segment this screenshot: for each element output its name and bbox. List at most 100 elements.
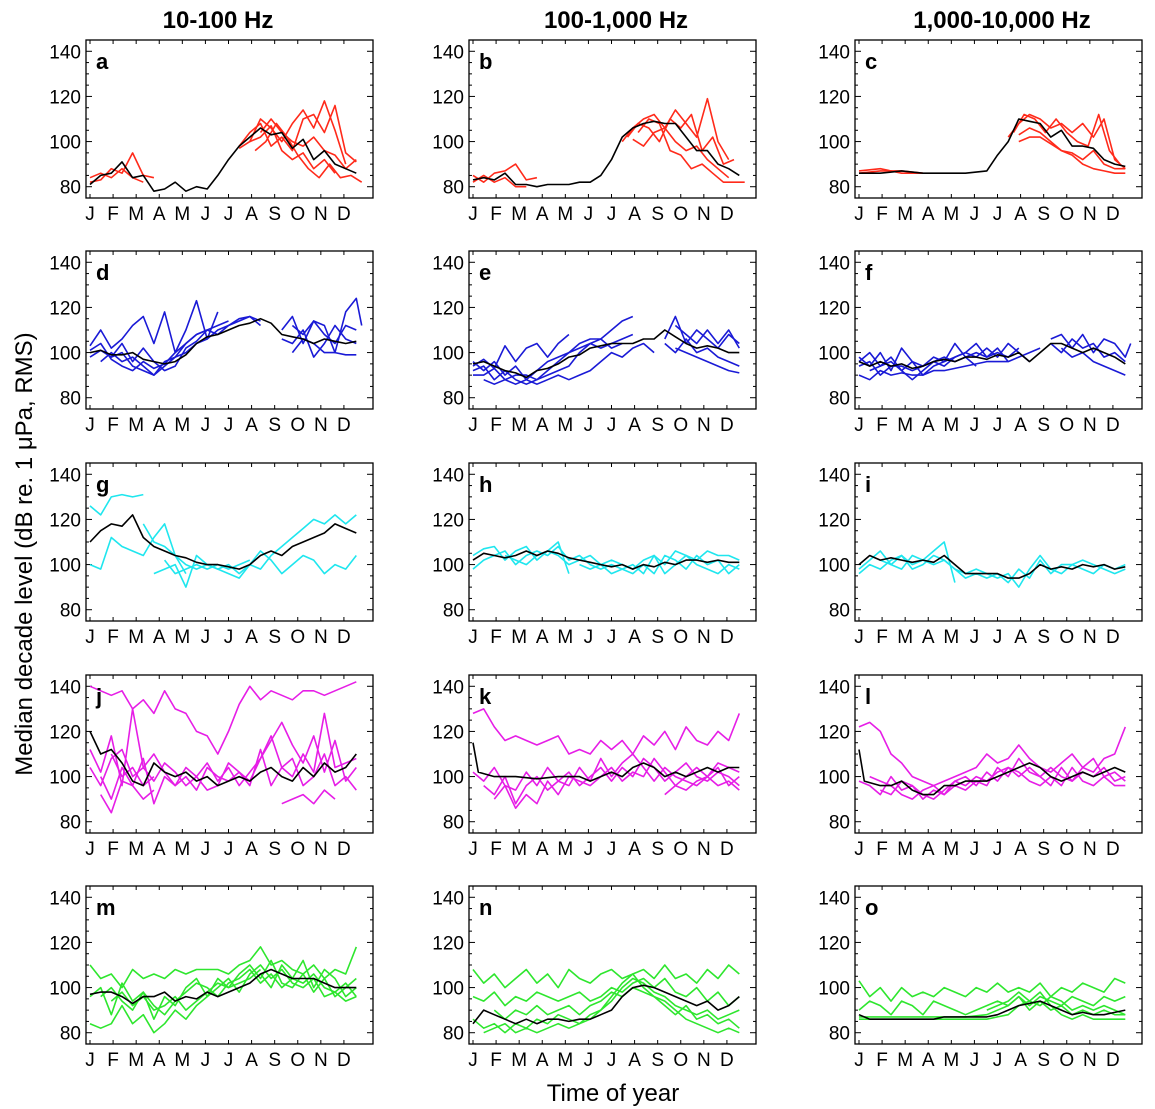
month-tick-label: J <box>970 415 980 436</box>
series-line-6 <box>1050 333 1132 358</box>
panel-letter: h <box>479 472 492 497</box>
series-line-5 <box>110 329 208 376</box>
y-tick-label: 100 <box>432 979 464 1000</box>
median-line <box>858 554 1126 579</box>
month-tick-label: F <box>490 415 502 436</box>
series-line-1 <box>858 977 1126 1002</box>
y-tick-label: 80 <box>443 1024 464 1045</box>
month-tick-label: N <box>1083 839 1097 860</box>
month-tick-label: M <box>943 204 959 225</box>
y-tick-label: 100 <box>49 979 81 1000</box>
series-line-1 <box>89 493 144 516</box>
panel-frame <box>854 462 1143 622</box>
month-tick-label: M <box>128 415 144 436</box>
month-tick-label: J <box>993 1050 1003 1071</box>
median-line <box>472 329 740 379</box>
series-line-8 <box>674 324 740 349</box>
month-tick-label: N <box>697 627 711 648</box>
y-tick-label: 120 <box>49 510 81 531</box>
panel-letter: b <box>479 49 492 74</box>
month-tick-label: F <box>490 839 502 860</box>
panel-letter: j <box>95 684 102 709</box>
month-tick-label: S <box>268 1050 281 1071</box>
series-group <box>858 721 1127 800</box>
month-tick-label: M <box>557 1050 573 1071</box>
month-tick-label: F <box>107 415 119 436</box>
series-line-1 <box>858 541 956 583</box>
panel-frame <box>468 462 757 622</box>
month-tick-label: J <box>584 1050 594 1071</box>
series-line-2 <box>858 167 923 174</box>
series-line-2 <box>89 167 144 183</box>
month-tick-label: J <box>468 839 478 860</box>
month-tick-label: A <box>153 839 166 860</box>
panel-letter: c <box>865 49 877 74</box>
month-tick-label: J <box>854 1050 864 1071</box>
y-tick-label: 120 <box>818 87 850 108</box>
month-tick-label: D <box>720 415 734 436</box>
month-tick-label: M <box>511 627 527 648</box>
y-tick-label: 140 <box>49 42 81 63</box>
series-line-4 <box>238 104 357 163</box>
month-tick-label: F <box>876 627 888 648</box>
month-tick-label: J <box>970 839 980 860</box>
month-tick-label: A <box>245 627 258 648</box>
month-tick-label: M <box>943 839 959 860</box>
series-group <box>472 541 740 575</box>
month-tick-label: O <box>290 415 305 436</box>
series-line-2 <box>472 977 740 1007</box>
y-tick-label: 140 <box>49 888 81 909</box>
month-tick-label: A <box>628 839 641 860</box>
y-tick-label: 100 <box>49 556 81 577</box>
series-group <box>89 297 363 376</box>
month-tick-label: N <box>314 1050 328 1071</box>
month-tick-label: J <box>224 415 234 436</box>
month-tick-label: M <box>897 839 913 860</box>
median-line <box>472 742 740 782</box>
month-tick-label: J <box>468 1050 478 1071</box>
month-tick-label: O <box>290 839 305 860</box>
panel-frame <box>854 674 1143 834</box>
month-tick-label: J <box>584 839 594 860</box>
series-line-2 <box>472 753 740 791</box>
month-tick-label: J <box>970 1050 980 1071</box>
panel-frame <box>854 885 1143 1045</box>
y-tick-label: 140 <box>432 677 464 698</box>
panel-letter: i <box>865 472 871 497</box>
y-tick-label: 100 <box>818 979 850 1000</box>
series-line-1 <box>89 299 219 354</box>
series-group <box>858 333 1132 381</box>
month-tick-label: D <box>337 627 351 648</box>
series-line-1 <box>472 964 740 989</box>
y-tick-label: 80 <box>60 1024 81 1045</box>
panel-frame <box>854 250 1143 410</box>
month-tick-label: F <box>876 839 888 860</box>
month-tick-label: O <box>1059 839 1074 860</box>
y-tick-label: 100 <box>432 133 464 154</box>
series-group <box>858 541 1126 588</box>
month-tick-label: J <box>607 839 617 860</box>
month-tick-label: F <box>107 1050 119 1071</box>
series-line-8 <box>291 338 357 356</box>
series-line-2 <box>472 174 527 188</box>
month-tick-label: S <box>268 415 281 436</box>
median-line <box>89 317 357 365</box>
series-line-7 <box>281 789 336 805</box>
month-tick-label: J <box>584 627 594 648</box>
median-line <box>472 984 740 1025</box>
month-tick-label: O <box>673 839 688 860</box>
month-tick-label: F <box>107 839 119 860</box>
y-tick-label: 140 <box>432 465 464 486</box>
month-tick-label: O <box>673 204 688 225</box>
panel-letter: o <box>865 895 878 920</box>
month-tick-label: J <box>607 204 617 225</box>
y-tick-label: 80 <box>60 178 81 199</box>
month-tick-label: F <box>107 204 119 225</box>
month-tick-label: A <box>922 415 935 436</box>
y-tick-label: 140 <box>818 465 850 486</box>
month-tick-label: N <box>697 1050 711 1071</box>
month-tick-label: M <box>511 204 527 225</box>
